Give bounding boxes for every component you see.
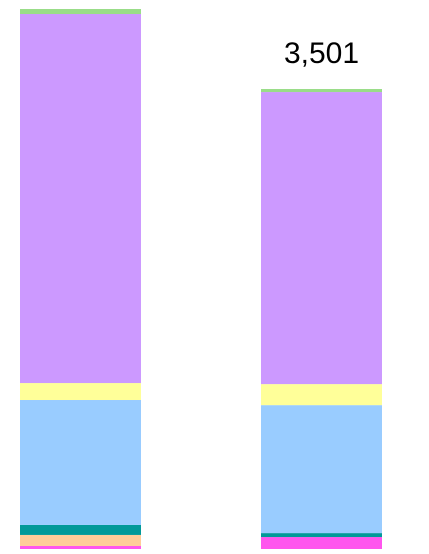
- bar-segment: [261, 533, 382, 538]
- bar-segment: [20, 524, 141, 535]
- bar-segment: [20, 545, 141, 549]
- bar-segment: [20, 13, 141, 384]
- bar-segment: [20, 383, 141, 401]
- bar-segment: [261, 537, 382, 549]
- bar-segment: [261, 89, 382, 93]
- bar-segment: [20, 400, 141, 525]
- total-label: 3,501: [284, 37, 359, 70]
- bar-segment: [20, 534, 141, 546]
- bar-segment: [20, 9, 141, 14]
- bar-segment: [261, 405, 382, 534]
- bar-segment: [261, 92, 382, 385]
- bar-segment: [261, 384, 382, 406]
